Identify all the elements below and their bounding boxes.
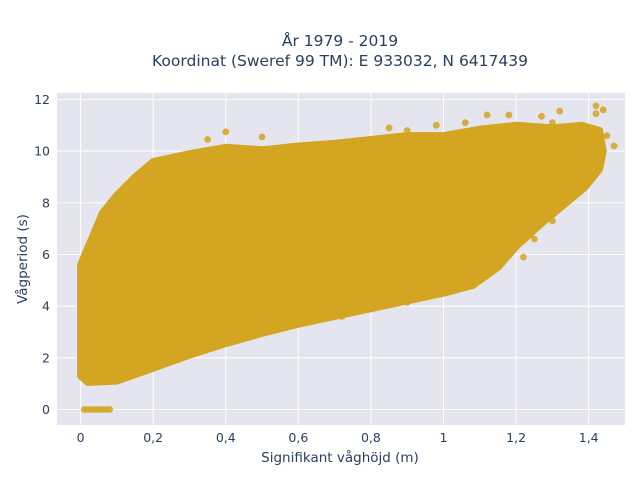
chart-title-line-1: År 1979 - 2019: [282, 31, 398, 50]
scatter-point: [403, 127, 411, 134]
scatter-point: [432, 121, 440, 129]
scatter-point: [549, 217, 556, 225]
scatter-point: [222, 128, 230, 136]
y-tick-labels: 0 2 4 6 8 10 12: [34, 92, 50, 417]
scatter-point: [505, 111, 513, 119]
y-tick-label: 8: [42, 195, 50, 210]
x-tick-label: 0: [77, 430, 85, 445]
y-tick-label: 2: [42, 350, 50, 365]
scatter-point: [592, 102, 600, 110]
scatter-point: [403, 298, 411, 306]
scatter-point: [592, 110, 600, 118]
scatter-point: [610, 142, 618, 150]
scatter-point: [483, 111, 491, 119]
scatter-point: [549, 119, 556, 127]
x-tick-label: 0,4: [216, 430, 236, 445]
scatter-point: [469, 279, 476, 287]
scatter-point: [461, 119, 469, 127]
y-tick-label: 12: [34, 92, 50, 107]
chart-title-line-2: Koordinat (Sweref 99 TM): E 933032, N 64…: [152, 52, 528, 70]
x-tick-label: 0,6: [288, 430, 308, 445]
point-cloud: [77, 121, 607, 386]
x-tick-label: 1,2: [506, 430, 526, 445]
x-tick-label: 1: [440, 430, 448, 445]
y-tick-label: 4: [42, 299, 50, 314]
y-axis-title: Vågperiod (s): [14, 214, 31, 304]
scatter-point: [538, 112, 545, 120]
dense-point-cloud: [77, 121, 607, 386]
scatter-point: [530, 235, 538, 243]
scatter-point: [567, 132, 574, 140]
x-axis-title: Signifikant våghöjd (m): [261, 449, 419, 466]
scatter-point: [258, 133, 266, 141]
scatter-point: [204, 136, 212, 143]
x-tick-label: 0,2: [143, 430, 163, 445]
x-tick-label: 1,4: [579, 430, 599, 445]
y-tick-label: 0: [42, 402, 50, 417]
y-tick-label: 10: [34, 144, 50, 159]
scatter-point: [603, 132, 611, 140]
scatter-point: [520, 253, 527, 261]
scatter-point: [338, 313, 346, 320]
scatter-point: [556, 107, 564, 115]
scatter-points: [80, 102, 618, 413]
x-tick-labels: 0 0,2 0,4 0,6 0,8 1 1,2 1,4: [77, 430, 599, 445]
scatter-point: [106, 406, 113, 413]
scatter-point: [599, 106, 607, 114]
scatter-point: [494, 264, 502, 271]
y-tick-label: 6: [42, 247, 50, 262]
x-tick-label: 0,8: [361, 430, 381, 445]
scatter-point: [385, 124, 393, 132]
